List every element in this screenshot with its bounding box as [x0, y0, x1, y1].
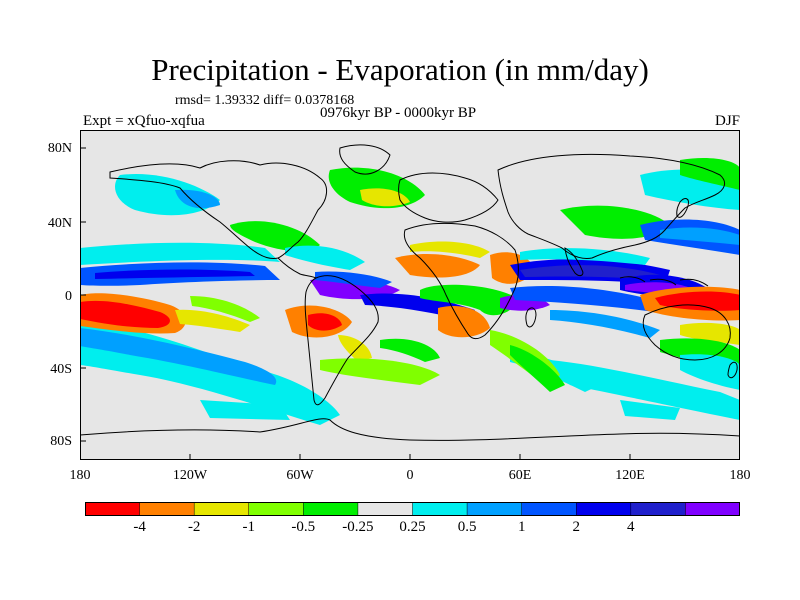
coast-maritime-islands [619, 276, 709, 287]
field-lightblue-south-pacific [80, 328, 277, 385]
colorbar-label: -2 [187, 519, 201, 535]
field-cyan-tropical-pacific-north [80, 242, 280, 265]
lon-label-60w: 60W [286, 468, 314, 483]
field-blue-trop-atlantic [315, 271, 392, 288]
colorbar-label: 0.5 [457, 519, 477, 535]
colorbar-label: 0.25 [399, 519, 426, 535]
lat-label-80n: 80N [47, 141, 72, 156]
coast-new-zealand [727, 361, 738, 379]
lon-label-120w: 120W [172, 468, 208, 483]
colorbar-label: -0.5 [291, 519, 316, 535]
coast-asia [497, 153, 726, 259]
stats-text: rmsd= 1.39332 diff= 0.0378168 [175, 93, 355, 108]
field-cyan-southern-bits [200, 400, 680, 420]
field-yellow-north-atlantic [360, 188, 410, 207]
field-green-north-america [230, 221, 320, 252]
lat-label-0: 0 [65, 289, 72, 304]
field-cyan-indian-ocean-north [520, 248, 650, 265]
colorbar-cell [630, 502, 687, 516]
field-cyan-southern-indian [550, 360, 740, 420]
coast-japan [676, 198, 689, 218]
coast-antarctica [80, 418, 740, 441]
axis-ticks [80, 147, 631, 460]
field-navy-indian-ocean [520, 265, 660, 280]
world-map [80, 130, 740, 460]
field-lightblue-south-indian [550, 310, 660, 338]
field-green-south-atlantic [320, 358, 440, 385]
colorbar-cell [85, 502, 141, 516]
colorbar-cell [357, 502, 414, 516]
colorbar-label: 2 [572, 519, 581, 535]
colorbar-cell [576, 502, 632, 516]
field-yellow-brazil [338, 335, 372, 362]
colorbar-label: 1 [517, 519, 526, 535]
coast-south-america [304, 275, 379, 406]
field-yellow-south-pacific-west [680, 322, 740, 345]
lon-label-120e: 120E [615, 468, 645, 483]
colorbar-label: -4 [133, 519, 146, 535]
field-yellow-spcz-halo [175, 309, 250, 332]
field-orange-north-africa [395, 254, 480, 278]
coast-north-america [109, 160, 327, 259]
colorbar-label: -0.25 [342, 519, 374, 535]
colorbar-cell [303, 502, 359, 516]
field-navy-tropical-pacific [95, 269, 255, 279]
field-lightblue-west-pacific [660, 227, 740, 245]
coast-europe [398, 172, 499, 223]
colorbar-label: -1 [242, 519, 256, 535]
coast-australia [642, 304, 731, 361]
field-orange-southern-africa [438, 306, 490, 338]
experiment-label: Expt = xQfuo-xqfua [83, 113, 205, 129]
colorbar-cell [139, 502, 195, 516]
coast-africa [403, 222, 519, 340]
coast-india [564, 247, 584, 277]
field-green-south-indian-b [510, 345, 565, 392]
lat-label-80s: 80S [50, 434, 72, 449]
colorbar-cell [685, 502, 740, 516]
coast-greenland [339, 144, 391, 175]
field-blue-south-indian [510, 285, 660, 312]
coast-madagascar [525, 307, 537, 328]
lon-label-60e: 60E [508, 468, 532, 483]
field-red-spcz [80, 300, 170, 328]
field-yellow-north-africa [410, 241, 490, 258]
coast-central-america [277, 257, 317, 279]
colorbar-label: 4 [627, 519, 635, 535]
lon-label-180w: 180 [69, 468, 91, 483]
lon-label-0: 0 [406, 468, 414, 483]
plot-title: Precipitation - Evaporation (in mm/day) [151, 52, 649, 87]
lat-label-40s: 40S [50, 362, 72, 377]
field-red-brazil [308, 313, 342, 331]
lon-label-180e: 180 [729, 468, 751, 483]
period-label: 0976kyr BP - 0000kyr BP [320, 105, 477, 121]
colorbar-cell [466, 502, 523, 516]
colorbar [85, 502, 740, 516]
field-layer [80, 157, 740, 425]
coastlines [80, 144, 740, 441]
colorbar-cell [521, 502, 578, 516]
colorbar-cell [193, 502, 250, 516]
colorbar-cell [248, 502, 305, 516]
lat-label-40n: 40N [47, 216, 72, 231]
field-green-spcz-halo [190, 296, 260, 322]
season-label: DJF [714, 113, 740, 129]
colorbar-cell [412, 502, 468, 516]
field-green-south-atlantic-b [380, 338, 440, 362]
field-cyan-south-pacific-west [680, 354, 740, 390]
field-cyan-caribbean [285, 245, 365, 270]
